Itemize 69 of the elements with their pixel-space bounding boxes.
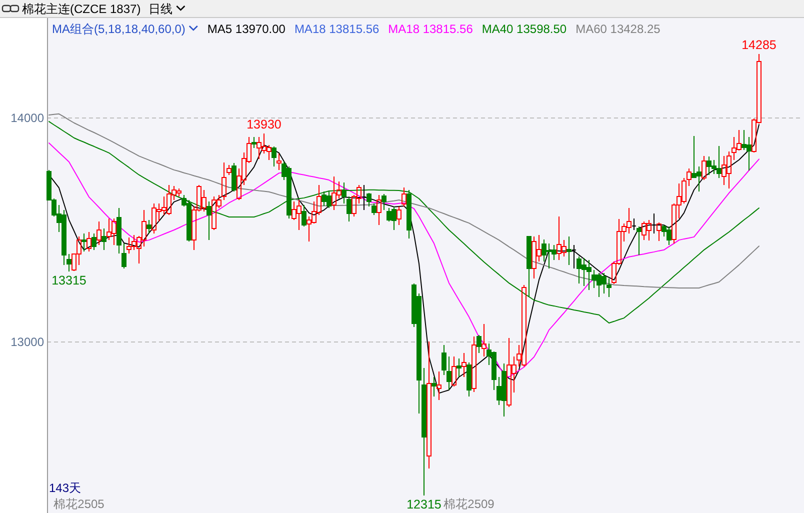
annotation: 13315 xyxy=(52,273,86,288)
candlestick xyxy=(92,232,96,250)
candlestick xyxy=(482,324,486,358)
x-tick-label: 棉花2509 xyxy=(444,497,495,511)
candlestick xyxy=(342,182,346,204)
annotation: 14285 xyxy=(742,38,776,52)
line-series xyxy=(48,121,760,324)
candlestick xyxy=(376,194,382,226)
candlestick xyxy=(82,232,86,252)
candlestick xyxy=(466,362,472,398)
y-tick-label: 13000 xyxy=(10,335,44,350)
candlestick xyxy=(206,201,212,241)
candlestick xyxy=(452,356,456,388)
candlestick xyxy=(66,253,72,272)
candlestick xyxy=(226,164,232,176)
text: MA18 13815.56 xyxy=(388,22,474,36)
candlestick xyxy=(372,202,376,216)
annotation: 143天 xyxy=(49,481,82,495)
candlestick xyxy=(116,208,122,254)
candlestick xyxy=(406,189,412,239)
candlestick xyxy=(702,156,706,181)
candlestick xyxy=(276,152,282,170)
line-series xyxy=(48,113,760,289)
candlestick xyxy=(222,162,226,200)
candlestick xyxy=(232,162,236,192)
y-tick-label: 14000 xyxy=(10,110,44,125)
candlestick xyxy=(632,218,636,230)
candlestick xyxy=(442,344,446,376)
candlestick xyxy=(436,371,442,401)
candlestick xyxy=(566,236,572,266)
candlestick xyxy=(686,168,692,187)
candlestick xyxy=(446,356,452,390)
candlestick xyxy=(396,206,402,226)
candlestick xyxy=(96,221,102,246)
text: MA40 13598.50 xyxy=(482,22,567,36)
candlestick xyxy=(402,186,406,208)
candlestick xyxy=(462,352,466,378)
text: MA5 13970.00 xyxy=(207,22,286,36)
legend-title: MA组合(5,18,18,40,60,0) xyxy=(52,22,186,36)
text: MA60 13428.25 xyxy=(576,22,661,36)
candlestick xyxy=(86,231,92,252)
candlestick xyxy=(656,222,662,242)
candlestick xyxy=(382,193,386,211)
candlestick xyxy=(606,278,612,298)
candlestick xyxy=(652,212,656,234)
candlestick xyxy=(472,336,476,392)
candlestick xyxy=(366,192,372,208)
candlestick xyxy=(122,242,126,269)
candlestick xyxy=(252,136,256,149)
candlestick xyxy=(476,334,482,354)
chart-subtitle: 日线 xyxy=(148,2,173,16)
candlestick xyxy=(456,358,462,378)
candlestick xyxy=(422,368,426,496)
candlestick xyxy=(302,204,306,228)
chart-title: 棉花主连(CZCE 1837) xyxy=(22,2,141,16)
candlestick xyxy=(572,244,576,269)
candlestick xyxy=(346,196,352,222)
legend-label: MA18 13815.56 xyxy=(294,22,380,36)
candlestick xyxy=(636,226,642,256)
candlestick xyxy=(426,341,432,469)
candlestick xyxy=(362,184,366,211)
annotation: 13930 xyxy=(246,118,282,132)
candlestick xyxy=(102,228,106,250)
candlestick xyxy=(272,146,276,168)
x-tick-label: 棉花2505 xyxy=(54,497,105,511)
candlestick xyxy=(146,219,152,234)
candlestick xyxy=(432,376,436,398)
candlestick xyxy=(526,236,532,298)
annotation: 12315 xyxy=(406,498,442,512)
